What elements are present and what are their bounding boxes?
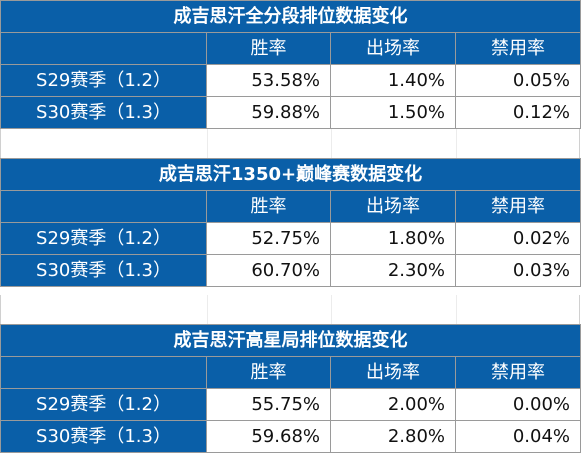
cell-win-rate: 55.75% [206, 388, 331, 421]
cell-ban-rate: 0.05% [455, 64, 581, 97]
cell-pick-rate: 1.80% [330, 222, 456, 255]
header-pick-rate: 出场率 [330, 190, 456, 223]
cell-win-rate: 59.68% [206, 420, 331, 453]
header-corner-cell [0, 32, 207, 65]
table-row: S29赛季（1.2） 53.58% 1.40% 0.05% [0, 64, 581, 97]
cell-ban-rate: 0.03% [455, 254, 581, 287]
header-ban-rate: 禁用率 [455, 356, 581, 389]
table-header-row: 胜率 出场率 禁用率 [0, 190, 581, 223]
cell-ban-rate: 0.02% [455, 222, 581, 255]
table-title: 成吉思汗全分段排位数据变化 [0, 0, 581, 33]
stats-table-all-ranks: 成吉思汗全分段排位数据变化 胜率 出场率 禁用率 S29赛季（1.2） 53.5… [0, 0, 581, 129]
cell-win-rate: 59.88% [206, 96, 331, 129]
cell-pick-rate: 1.50% [330, 96, 456, 129]
stats-table-peak-1350: 成吉思汗1350+巅峰赛数据变化 胜率 出场率 禁用率 S29赛季（1.2） 5… [0, 158, 581, 287]
row-season-label: S29赛季（1.2） [0, 388, 207, 421]
table-header-row: 胜率 出场率 禁用率 [0, 356, 581, 389]
header-corner-cell [0, 356, 207, 389]
row-season-label: S29赛季（1.2） [0, 64, 207, 97]
table-header-row: 胜率 出场率 禁用率 [0, 32, 581, 65]
header-win-rate: 胜率 [206, 356, 331, 389]
row-season-label: S30赛季（1.3） [0, 96, 207, 129]
table-row: S30赛季（1.3） 60.70% 2.30% 0.03% [0, 254, 581, 287]
cell-ban-rate: 0.04% [455, 420, 581, 453]
table-title: 成吉思汗高星局排位数据变化 [0, 324, 581, 357]
cell-ban-rate: 0.12% [455, 96, 581, 129]
table-gap [0, 295, 580, 324]
row-season-label: S29赛季（1.2） [0, 222, 207, 255]
cell-ban-rate: 0.00% [455, 388, 581, 421]
header-ban-rate: 禁用率 [455, 190, 581, 223]
table-row: S29赛季（1.2） 52.75% 1.80% 0.02% [0, 222, 581, 255]
cell-win-rate: 53.58% [206, 64, 331, 97]
table-row: S30赛季（1.3） 59.88% 1.50% 0.12% [0, 96, 581, 129]
header-corner-cell [0, 190, 207, 223]
table-title: 成吉思汗1350+巅峰赛数据变化 [0, 158, 581, 191]
table-row: S30赛季（1.3） 59.68% 2.80% 0.04% [0, 420, 581, 453]
row-season-label: S30赛季（1.3） [0, 420, 207, 453]
cell-pick-rate: 2.30% [330, 254, 456, 287]
table-gap [0, 129, 580, 158]
header-pick-rate: 出场率 [330, 32, 456, 65]
stats-table-high-star: 成吉思汗高星局排位数据变化 胜率 出场率 禁用率 S29赛季（1.2） 55.7… [0, 324, 581, 453]
cell-win-rate: 52.75% [206, 222, 331, 255]
header-ban-rate: 禁用率 [455, 32, 581, 65]
table-title-row: 成吉思汗全分段排位数据变化 [0, 0, 581, 33]
header-pick-rate: 出场率 [330, 356, 456, 389]
table-row: S29赛季（1.2） 55.75% 2.00% 0.00% [0, 388, 581, 421]
cell-pick-rate: 2.00% [330, 388, 456, 421]
header-win-rate: 胜率 [206, 32, 331, 65]
table-title-row: 成吉思汗1350+巅峰赛数据变化 [0, 158, 581, 191]
row-season-label: S30赛季（1.3） [0, 254, 207, 287]
header-win-rate: 胜率 [206, 190, 331, 223]
table-title-row: 成吉思汗高星局排位数据变化 [0, 324, 581, 357]
cell-pick-rate: 2.80% [330, 420, 456, 453]
cell-pick-rate: 1.40% [330, 64, 456, 97]
cell-win-rate: 60.70% [206, 254, 331, 287]
